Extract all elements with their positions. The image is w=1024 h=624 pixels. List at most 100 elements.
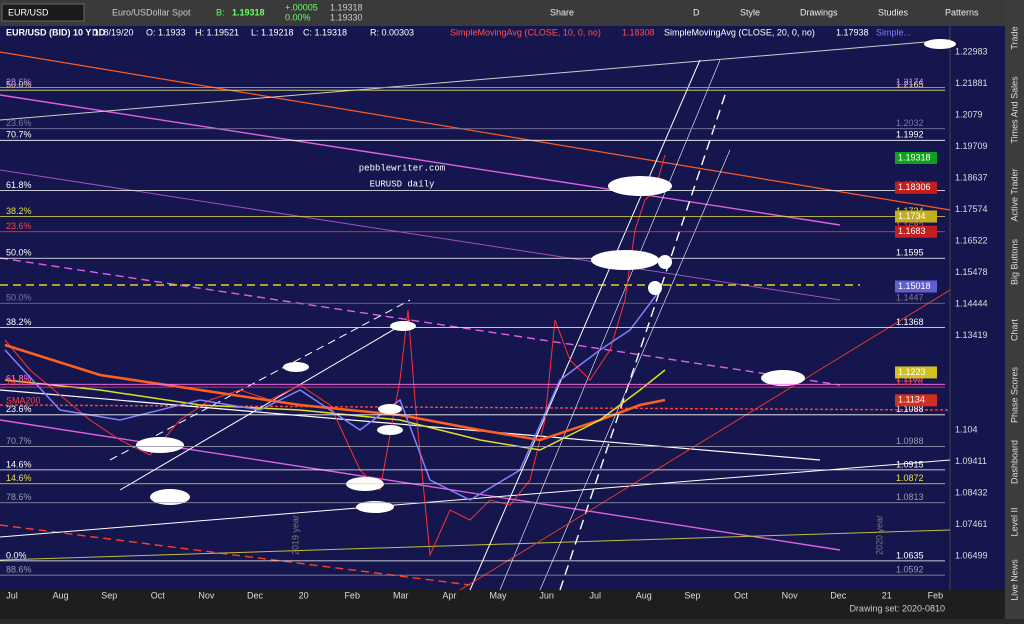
study1-value: 1.18308 (622, 27, 655, 37)
fib-pct: 78.6% (6, 492, 32, 502)
toolbar-button[interactable] (536, 5, 602, 21)
fib-price: 1.2032 (896, 118, 924, 128)
fib-price: 1.1176 (896, 377, 923, 387)
side-tab[interactable]: Chart (1009, 319, 1019, 342)
time-tick: Feb (344, 590, 360, 600)
change-pct: 0.00% (285, 12, 311, 22)
side-tab[interactable]: Big Buttons (1009, 238, 1019, 285)
study2: SimpleMovingAvg (CLOSE, 20, 0, no) (664, 27, 815, 37)
fib-pct: 23.6% (6, 118, 32, 128)
price-tag (895, 210, 937, 223)
fib-price: 1.1185 (896, 374, 923, 384)
time-tick: Nov (198, 590, 215, 600)
side-tab[interactable]: Phase Scores (1009, 366, 1019, 423)
side-tab[interactable]: Live News (1009, 559, 1019, 601)
toolbar-buttons: Share D Style Drawings Studies Patterns (536, 5, 997, 21)
side-tab[interactable]: Active Trader (1009, 168, 1019, 221)
toolbar-button-label: Style (740, 7, 760, 17)
bid: 1.19318 (232, 7, 265, 17)
fib-price: 1.1447 (896, 293, 924, 303)
price-tag (895, 151, 937, 164)
time-tick: May (489, 590, 507, 600)
time-tick: 20 (299, 590, 309, 600)
price-tick: 1.21881 (955, 78, 988, 88)
toolbar-button[interactable] (864, 5, 930, 21)
toolbar-button-label: D (693, 7, 700, 17)
year-label: 2019 year (290, 515, 300, 555)
fib-pct: 23.6% (6, 221, 32, 231)
fib-pct: 23.6% (6, 404, 32, 414)
time-tick: Mar (393, 590, 409, 600)
ohlc-field: O: 1.1933 (146, 27, 186, 37)
fib-pct: 14.6% (6, 473, 32, 483)
symbol-box[interactable] (1, 3, 85, 22)
ohlc-field: R: 0.00303 (370, 27, 414, 37)
toolbar-button[interactable] (726, 5, 792, 21)
chart-area (0, 26, 1005, 590)
time-tick: Oct (734, 590, 749, 600)
price-tick: 1.2079 (955, 109, 983, 119)
side-tab[interactable]: Dashboard (1009, 440, 1019, 484)
time-tick: Aug (636, 590, 652, 600)
price-tick: 1.16522 (955, 235, 988, 245)
study3: Simple... (876, 27, 911, 37)
price-tick: 1.18637 (955, 172, 988, 182)
time-tick: Feb (928, 590, 944, 600)
price-tick: 1.19709 (955, 141, 988, 151)
time-tick: 21 (882, 590, 892, 600)
toolbar-button[interactable] (931, 5, 997, 21)
price-tick: 1.17574 (955, 204, 988, 214)
toolbar-button[interactable] (786, 5, 852, 21)
time-tick: Nov (782, 590, 799, 600)
price-tick: 1.104 (955, 424, 978, 434)
price-tag (895, 366, 937, 379)
time-tick: Apr (442, 590, 456, 600)
sma-label: SMA200 (6, 395, 41, 405)
time-tick: Jul (589, 590, 601, 600)
status: Drawing set: 2020-0810 (849, 603, 945, 613)
toolbar-button[interactable] (679, 5, 701, 21)
fib-price: 1.1992 (896, 130, 924, 140)
fib-pct: 61.8% (6, 180, 32, 190)
side-tab[interactable]: Times And Sales (1009, 76, 1019, 144)
time-tick: Dec (247, 590, 264, 600)
fib-pct: 0.0% (6, 550, 27, 560)
watermark: pebblewriter.com (359, 163, 445, 173)
fib-price: 1.0915 (896, 459, 924, 469)
year-label: 2020 year (874, 515, 884, 555)
time-tick: Sep (101, 590, 117, 600)
price-tag (895, 394, 937, 407)
bid-label: B: (216, 7, 225, 17)
quote-a: 1.19330 (330, 12, 363, 22)
fib-pct: 70.7% (6, 436, 32, 446)
price-tag (895, 225, 937, 238)
fib-price: 1.1595 (896, 248, 924, 258)
price-tick: 1.13419 (955, 330, 988, 340)
fib-price: 1.1368 (896, 317, 924, 327)
study2-value: 1.17938 (836, 27, 869, 37)
price-tick: 1.09411 (955, 456, 987, 466)
ohlc-field: C: 1.19318 (303, 27, 347, 37)
side-tab[interactable]: Level II (1009, 507, 1019, 536)
change: +.00005 (285, 2, 318, 12)
side-bar (1005, 0, 1024, 619)
price-tick: 1.08432 (955, 487, 988, 497)
time-tick: Dec (830, 590, 847, 600)
fib-price: 1.1088 (896, 404, 924, 414)
fib-price: 1.0988 (896, 436, 924, 446)
fib-pct: 38.2% (6, 317, 32, 327)
quote-b: 1.19318 (330, 2, 363, 12)
ohlc-field: D: 8/19/20 (92, 27, 134, 37)
fib-pct: 50.0% (6, 293, 32, 303)
price-tick: 1.22983 (955, 46, 988, 56)
price-tag-label: 1.18306 (898, 182, 931, 192)
time-tick: Sep (684, 590, 700, 600)
price-tag-label: 1.15018 (898, 281, 931, 291)
fib-price: 1.0592 (896, 564, 924, 574)
side-tab[interactable]: Trade (1009, 26, 1019, 49)
ohlc-field: H: 1.19521 (195, 27, 239, 37)
price-tick: 1.07461 (955, 519, 988, 529)
price-tick: 1.14444 (955, 298, 988, 308)
